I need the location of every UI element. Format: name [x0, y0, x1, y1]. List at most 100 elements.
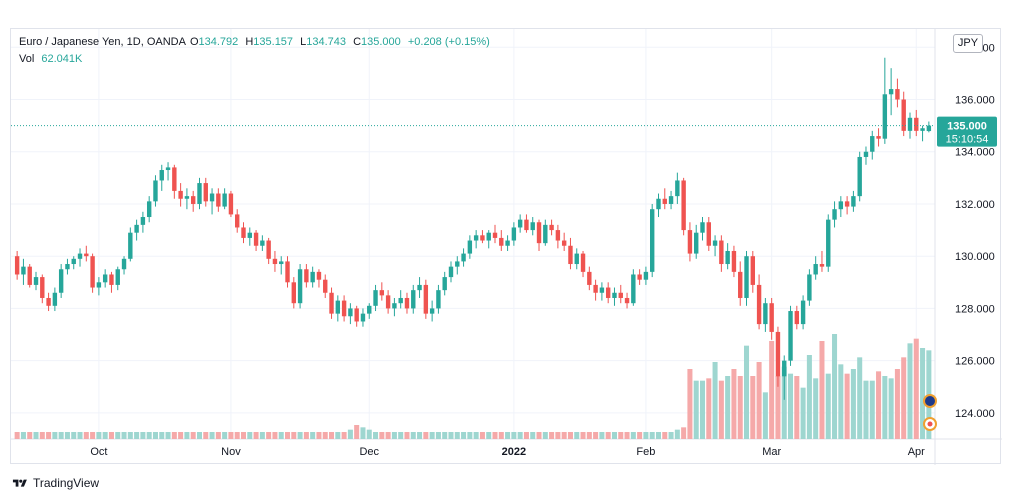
candle-body [442, 277, 447, 291]
volume-bar [159, 432, 165, 439]
volume-bar [222, 432, 228, 439]
open-label: O [189, 36, 199, 48]
candle-body [209, 193, 215, 202]
tradingview-logo[interactable]: TradingView [12, 474, 99, 492]
volume-bar [668, 432, 674, 439]
candle-body [555, 230, 561, 241]
event-flag-icon [923, 394, 937, 408]
volume-bar [517, 432, 523, 439]
volume-bar [643, 432, 649, 439]
volume-bar [196, 432, 203, 439]
candle-body [769, 303, 774, 332]
currency-button[interactable]: JPY [953, 34, 983, 53]
volume-bar [310, 432, 316, 439]
x-tick-label: Oct [90, 446, 107, 458]
candle-body [800, 300, 806, 325]
x-tick-label: Feb [636, 446, 655, 458]
volume-bar [542, 432, 548, 439]
candle-body [907, 117, 913, 131]
volume-bar [637, 432, 643, 439]
volume-bar [467, 432, 473, 439]
volume-bar [27, 432, 33, 439]
candle-body [643, 271, 649, 280]
candle-body [411, 290, 416, 309]
candle-body [272, 258, 278, 265]
volume-bar [46, 432, 52, 439]
candle-body [178, 190, 183, 199]
candle-body [52, 292, 58, 306]
candle-body [329, 292, 334, 314]
volume-bar [894, 369, 900, 439]
x-tick-label: Nov [221, 446, 241, 458]
volume-bar [756, 362, 762, 439]
event-dot-icon [927, 421, 933, 427]
candle-body [870, 136, 875, 152]
candle-body [436, 290, 441, 309]
volume-bar [423, 432, 429, 439]
volume-bar [379, 432, 385, 439]
candlestick-chart[interactable]: 124.000 126.000 128.000 130.000 132.000 134.0… [11, 29, 1002, 465]
volume-bar [813, 378, 819, 439]
candle-body [385, 295, 391, 309]
candle-body [819, 264, 825, 267]
volume-bar [794, 376, 800, 439]
volume-bar [171, 432, 177, 439]
candle-body [266, 240, 271, 259]
candle-body [423, 284, 429, 314]
volume-bar [536, 432, 542, 439]
candle-body [291, 282, 297, 304]
low-value: 134.743 [306, 36, 346, 48]
candle-body [197, 183, 202, 204]
candle-body [750, 256, 756, 285]
candle-body [738, 271, 743, 298]
volume-bar [410, 432, 416, 439]
candle-body [473, 235, 479, 241]
volume-bar [291, 432, 297, 439]
volume-bar [322, 432, 328, 439]
candle-body [593, 284, 598, 293]
candle-body [574, 253, 579, 265]
candle-body [448, 266, 454, 278]
volume-bar [706, 378, 712, 439]
candle-body [392, 303, 397, 309]
symbol-title: Euro / Japanese Yen, 1D, OANDA [19, 36, 186, 48]
volume-bar [599, 432, 605, 439]
volume-bar [718, 380, 724, 439]
candle-body [96, 282, 102, 288]
candle-body [901, 99, 906, 131]
candle-body [580, 253, 586, 272]
volume-bar [20, 432, 26, 439]
candle-body [121, 258, 127, 270]
volume-bar [492, 432, 498, 439]
candle-body [687, 230, 693, 254]
candle-body [341, 300, 347, 317]
volume-bar [624, 432, 630, 439]
volume-bar [329, 432, 335, 439]
low-label: L [300, 36, 307, 48]
volume-bar [404, 432, 410, 439]
candle-body [146, 201, 152, 218]
volume-value: 62.041K [41, 53, 83, 65]
candle-body [71, 258, 76, 265]
volume-bar [165, 432, 171, 439]
candle-body [404, 297, 410, 309]
candle-body [316, 271, 322, 280]
candle-body [744, 256, 749, 298]
candle-body [719, 240, 724, 265]
volume-bar [844, 373, 850, 439]
volume-bar [134, 432, 140, 439]
candle-body [694, 232, 699, 254]
last-price-value: 135.000 [947, 121, 987, 133]
volume-bar [882, 376, 888, 439]
volume-bar [448, 432, 454, 439]
volume-bar [71, 432, 77, 439]
volume-bar [505, 432, 511, 439]
candle-body [14, 256, 20, 275]
candle-body [140, 217, 146, 225]
high-value: 135.157 [253, 36, 294, 48]
volume-bar [284, 432, 291, 439]
volume-bar [806, 355, 812, 439]
change-value: +0.208 (+0.15%) [407, 36, 490, 48]
candle-body [480, 235, 485, 241]
candle-body [851, 196, 856, 207]
